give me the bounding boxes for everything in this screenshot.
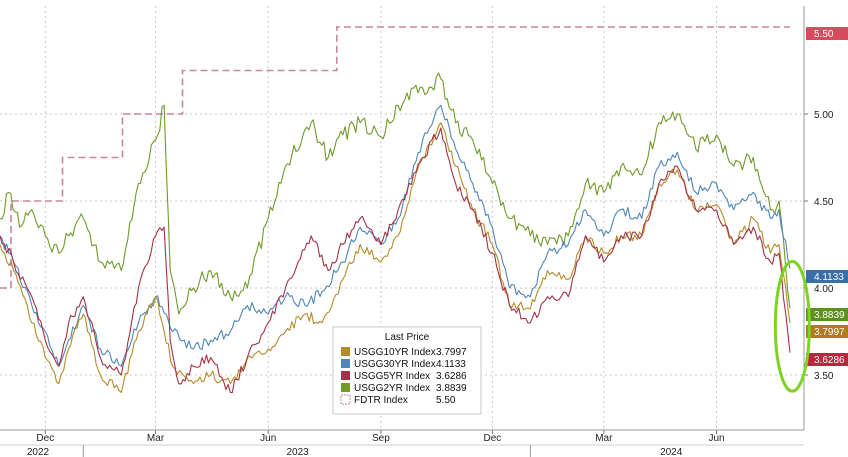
legend-label: FDTR Index [354, 395, 408, 406]
x-tick-label: Sep [372, 433, 390, 444]
y-axis: 3.50 4.00 4.50 5.00 [803, 6, 834, 430]
legend-swatch [341, 347, 350, 356]
legend-entry: USGG5YR Index 3.6286 [341, 371, 467, 382]
legend-value: 5.50 [436, 395, 456, 406]
legend-swatch [340, 394, 351, 405]
legend-swatch [341, 371, 350, 380]
x-tick-label: Jun [260, 433, 276, 444]
highlight-ellipse [773, 259, 811, 393]
legend-entry: USGG30YR Index 4.1133 [341, 359, 466, 370]
legend-label: USGG2YR Index [354, 383, 430, 394]
last-price-tag: 4.1133 [806, 270, 848, 283]
tag-label: 5.50 [814, 29, 834, 40]
tag-background [806, 308, 848, 321]
legend-label: USGG5YR Index [354, 371, 430, 382]
legend-value: 4.1133 [436, 359, 466, 370]
tag-background [806, 353, 848, 366]
legend-entry: USGG2YR Index 3.8839 [341, 383, 467, 394]
last-price-tag: 3.7997 [806, 325, 848, 338]
y-tick-label: 4.50 [814, 197, 834, 208]
tag-background [806, 27, 848, 40]
x-year-label: 2024 [660, 447, 683, 457]
y-tick-label: 3.50 [814, 371, 834, 382]
legend-box [332, 326, 482, 415]
legend-label: USGG30YR Index [354, 359, 436, 370]
series-line-usgg2yr-index [0, 72, 791, 315]
tag-background [806, 325, 848, 338]
last-price-tag: 3.8839 [806, 308, 848, 321]
legend-entry: USGG10YR Index 3.7997 [341, 347, 467, 358]
series-line-usgg30yr-index [0, 104, 791, 367]
x-tick-label: Mar [147, 433, 165, 444]
last-price-tag: 5.50 [806, 27, 848, 40]
x-axis-band [0, 430, 848, 457]
legend-swatch [341, 359, 350, 368]
last-price-tags: 5.50 4.1133 3.8839 3.7997 3.6286 [806, 27, 848, 366]
y-tick-label: 4.00 [814, 284, 834, 295]
y-tick-label: 5.00 [814, 110, 834, 121]
annotation-layer [773, 259, 811, 393]
last-price-tag: 3.6286 [806, 353, 848, 366]
legend-entry: FDTR Index 5.50 [340, 394, 456, 406]
tag-label: 3.7997 [814, 327, 845, 338]
tag-label: 3.6286 [814, 355, 845, 366]
legend-label: USGG10YR Index [354, 347, 436, 358]
chart-series [0, 26, 791, 394]
x-axis: Dec Mar Jun Sep Dec Mar Jun 2022 2023 2024 [0, 429, 848, 457]
legend-title: Last Price [385, 332, 430, 343]
x-year-label: 2022 [27, 447, 50, 457]
x-tick-label: Dec [483, 433, 501, 444]
tag-label: 4.1133 [814, 272, 844, 283]
legend-value: 3.6286 [436, 371, 467, 382]
x-tick-label: Dec [36, 433, 54, 444]
tag-label: 3.8839 [814, 310, 845, 321]
x-year-label: 2023 [287, 447, 310, 457]
legend-value: 3.8839 [436, 383, 467, 394]
series-line-usgg5yr-index [0, 127, 791, 394]
x-tick-label: Jun [708, 433, 724, 444]
tag-background [806, 270, 848, 283]
legend-swatch [341, 383, 350, 392]
series-line-fdtr [0, 26, 790, 289]
x-tick-label: Mar [595, 433, 613, 444]
legend-value: 3.7997 [436, 347, 467, 358]
